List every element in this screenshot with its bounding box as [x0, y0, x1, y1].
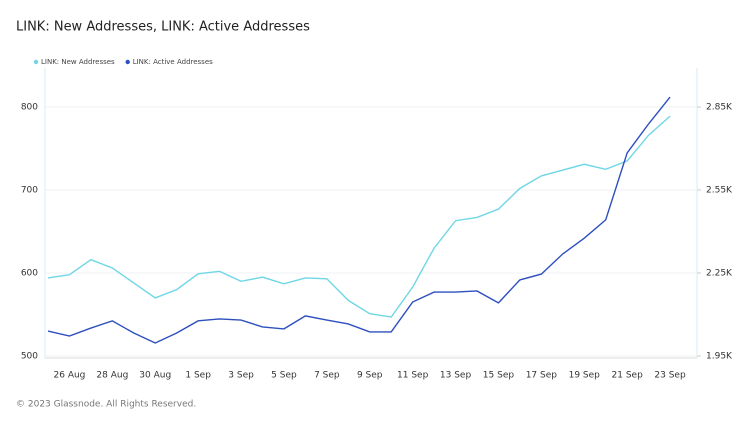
chart-title: LINK: New Addresses, LINK: Active Addres… — [16, 20, 310, 35]
legend-label: LINK: New Addresses — [41, 58, 115, 66]
footer: © 2023 Glassnode. All Rights Reserved. — [16, 400, 196, 410]
x-tick-label: 21 Sep — [612, 371, 644, 381]
x-tick-label: 5 Sep — [271, 371, 297, 381]
x-tick-label: 13 Sep — [440, 371, 472, 381]
x-tick-label: 7 Sep — [314, 371, 340, 381]
y-tick-label: 700 — [21, 186, 38, 196]
legend-swatch — [33, 59, 39, 65]
x-tick-label: 9 Sep — [357, 371, 383, 381]
x-tick-label: 26 Aug — [54, 371, 86, 381]
x-tick-label: 30 Aug — [139, 371, 171, 381]
x-tick-label: 23 Sep — [654, 371, 686, 381]
y2-tick-label: 2.55K — [706, 186, 733, 196]
y-tick-label: 800 — [21, 103, 38, 113]
x-tick-label: 3 Sep — [228, 371, 254, 381]
x-tick-label: 28 Aug — [96, 371, 128, 381]
series-line — [47, 115, 671, 318]
x-tick-label: 17 Sep — [526, 371, 558, 381]
legend-swatch — [125, 59, 130, 65]
x-tick-label: 15 Sep — [483, 371, 515, 381]
y2-tick-label: 2.85K — [706, 103, 733, 113]
series-line — [47, 96, 671, 344]
y-tick-label: 500 — [21, 352, 38, 362]
x-tick-label: 11 Sep — [397, 371, 429, 381]
legend-label: LINK: Active Addresses — [133, 58, 213, 66]
x-tick-label: 19 Sep — [569, 371, 601, 381]
y-tick-label: 600 — [21, 269, 38, 279]
y2-tick-label: 2.25K — [706, 269, 733, 279]
y2-tick-label: 1.95K — [706, 352, 733, 362]
x-tick-label: 1 Sep — [185, 371, 211, 381]
